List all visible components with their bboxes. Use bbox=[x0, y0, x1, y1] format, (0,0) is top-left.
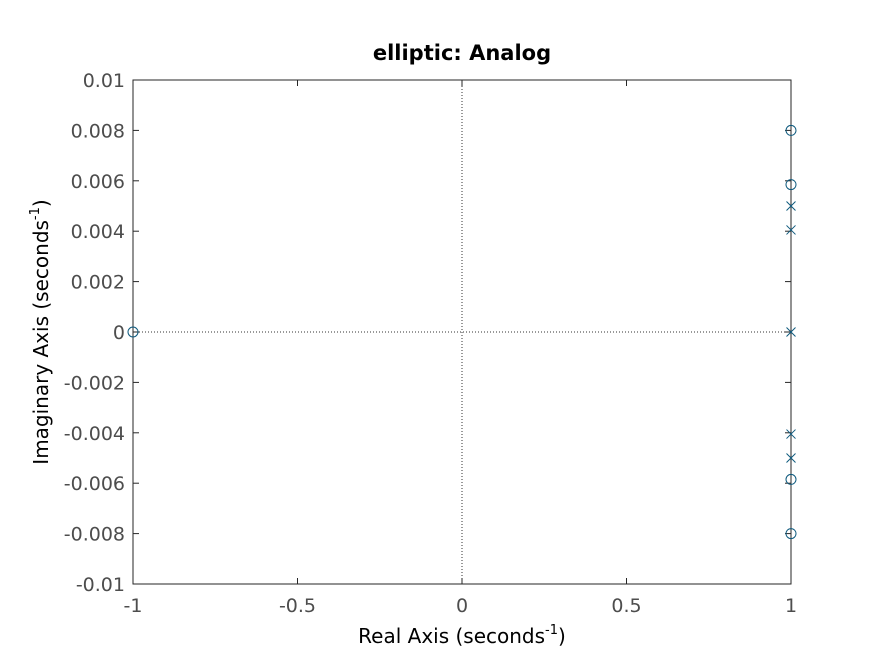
x-tick-labels: -1 -0.5 0 0.5 1 bbox=[124, 595, 798, 617]
y-tick-label: -0.002 bbox=[64, 372, 125, 394]
zero-marker bbox=[785, 528, 797, 540]
x-tick-label: 0.5 bbox=[611, 595, 641, 617]
y-axis-label: Imaginary Axis (seconds-1) bbox=[28, 199, 53, 464]
reference-lines bbox=[133, 80, 791, 584]
zero-marker bbox=[785, 473, 797, 485]
y-tick-label: -0.008 bbox=[64, 524, 125, 546]
y-tick-label: 0.002 bbox=[71, 272, 125, 294]
y-tick-label: 0 bbox=[113, 322, 125, 344]
y-axis-label-tail: ) bbox=[29, 199, 53, 207]
x-axis-label: Real Axis (seconds-1) bbox=[358, 623, 566, 648]
pole-marker bbox=[786, 429, 796, 439]
x-tick-label: -1 bbox=[124, 595, 143, 617]
zero-marker bbox=[127, 326, 139, 338]
x-tick-label: -0.5 bbox=[279, 595, 316, 617]
zero-marker bbox=[785, 179, 797, 191]
x-axis-label-main: Real Axis (seconds bbox=[358, 624, 545, 648]
y-tick-label: 0.006 bbox=[71, 171, 125, 193]
pole-marker bbox=[786, 453, 796, 463]
y-tick-label: -0.004 bbox=[64, 423, 125, 445]
y-tick-label: 0.01 bbox=[83, 70, 125, 92]
pole-marker bbox=[786, 201, 796, 211]
data-markers bbox=[127, 124, 797, 540]
chart-title: elliptic: Analog bbox=[373, 41, 551, 65]
zero-marker bbox=[785, 124, 797, 136]
y-axis-label-main: Imaginary Axis (seconds bbox=[29, 220, 53, 465]
y-tick-labels: -0.01 -0.008 -0.006 -0.004 -0.002 0 0.002 0.004… bbox=[64, 70, 125, 596]
y-tick-label: 0.008 bbox=[71, 120, 125, 142]
y-tick-label: -0.006 bbox=[64, 473, 125, 495]
pole-marker bbox=[786, 327, 796, 337]
y-tick-label: -0.01 bbox=[76, 574, 125, 596]
x-axis-label-tail: ) bbox=[558, 624, 566, 648]
y-axis-label-sup: -1 bbox=[28, 207, 43, 220]
pole-marker bbox=[786, 225, 796, 235]
x-tick-label: 0 bbox=[456, 595, 468, 617]
y-tick-label: 0.004 bbox=[71, 221, 125, 243]
x-axis-label-sup: -1 bbox=[545, 623, 558, 638]
x-tick-label: 1 bbox=[785, 595, 797, 617]
